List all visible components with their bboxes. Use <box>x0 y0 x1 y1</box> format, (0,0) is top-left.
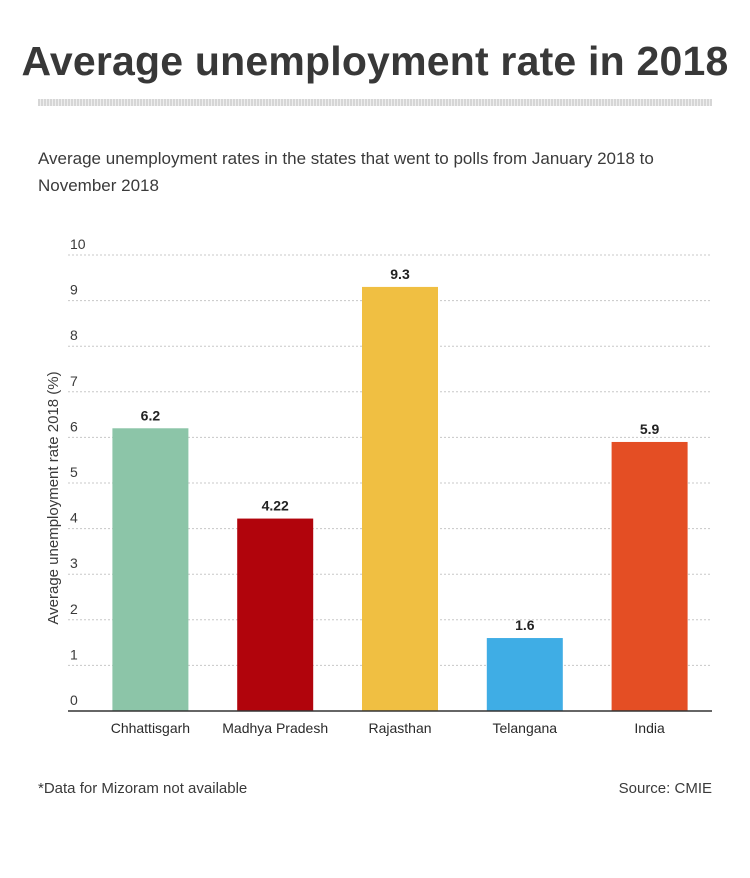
y-tick-label: 6 <box>70 418 78 434</box>
chart-title: Average unemployment rate in 2018 <box>21 38 729 84</box>
x-tick-label: Chhattisgarh <box>111 720 190 736</box>
y-tick-label: 2 <box>70 601 78 617</box>
data-label: 1.6 <box>515 617 535 633</box>
bar <box>486 638 563 711</box>
footnote: *Data for Mizoram not available <box>38 780 248 797</box>
x-tick-label: Telangana <box>492 720 557 736</box>
x-tick-label: India <box>634 720 665 736</box>
source-note: Source: CMIE <box>618 780 712 797</box>
y-tick-label: 8 <box>70 327 78 343</box>
y-tick-label: 0 <box>70 692 78 708</box>
title-divider <box>38 99 712 106</box>
bar <box>611 441 688 711</box>
chart-subtitle: Average unemployment rates in the states… <box>38 149 654 195</box>
y-tick-label: 3 <box>70 555 78 571</box>
y-tick-label: 10 <box>70 236 86 252</box>
bar <box>237 518 314 711</box>
y-tick-label: 5 <box>70 464 78 480</box>
y-tick-label: 9 <box>70 282 78 298</box>
x-tick-label: Madhya Pradesh <box>222 720 328 736</box>
x-tick-label: Rajasthan <box>368 720 431 736</box>
data-label: 5.9 <box>640 421 660 437</box>
data-label: 4.22 <box>262 498 289 514</box>
y-tick-label: 4 <box>70 510 78 526</box>
data-label: 6.2 <box>141 407 161 423</box>
y-tick-label: 1 <box>70 646 78 662</box>
y-axis-title: Average unemployment rate 2018 (%) <box>45 371 62 624</box>
bar <box>362 286 438 711</box>
y-tick-label: 7 <box>70 373 78 389</box>
data-label: 9.3 <box>390 266 410 282</box>
bar <box>112 428 189 711</box>
